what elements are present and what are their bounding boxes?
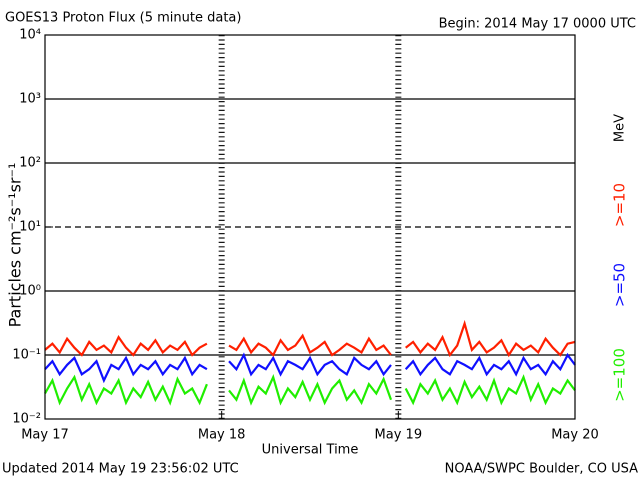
series-line xyxy=(44,374,576,406)
y-tick-label: 10⁻² xyxy=(12,412,41,427)
y-tick-label: 10¹ xyxy=(19,220,41,235)
y-tick-label: 10⁰ xyxy=(19,284,41,299)
x-tick-label: May 18 xyxy=(198,428,246,443)
plot-frame xyxy=(44,34,576,420)
y-axis-label: Particles cm⁻²s⁻¹sr⁻¹ xyxy=(6,163,25,328)
chart-title: GOES13 Proton Flux (5 minute data) xyxy=(5,11,241,26)
x-axis-label: Universal Time xyxy=(262,443,359,458)
chart-subtitle: Begin: 2014 May 17 0000 UTC xyxy=(439,17,636,32)
y-tick-label: 10³ xyxy=(19,92,41,107)
legend-entry: >=50 xyxy=(611,263,629,307)
series-line xyxy=(44,352,576,384)
legend-entry: >=100 xyxy=(611,348,629,402)
footer-right: NOAA/SWPC Boulder, CO USA xyxy=(445,462,638,477)
legend-entry: >=10 xyxy=(611,183,629,227)
x-tick-label: May 20 xyxy=(551,428,599,443)
series-line xyxy=(44,319,576,358)
footer-left: Updated 2014 May 19 23:56:02 UTC xyxy=(2,462,239,477)
legend-unit: MeV xyxy=(613,114,628,142)
y-tick-label: 10² xyxy=(19,156,41,171)
x-tick-label: May 19 xyxy=(375,428,423,443)
x-tick-label: May 17 xyxy=(21,428,69,443)
y-tick-label: 10⁴ xyxy=(19,28,41,43)
y-tick-label: 10⁻¹ xyxy=(12,348,41,363)
